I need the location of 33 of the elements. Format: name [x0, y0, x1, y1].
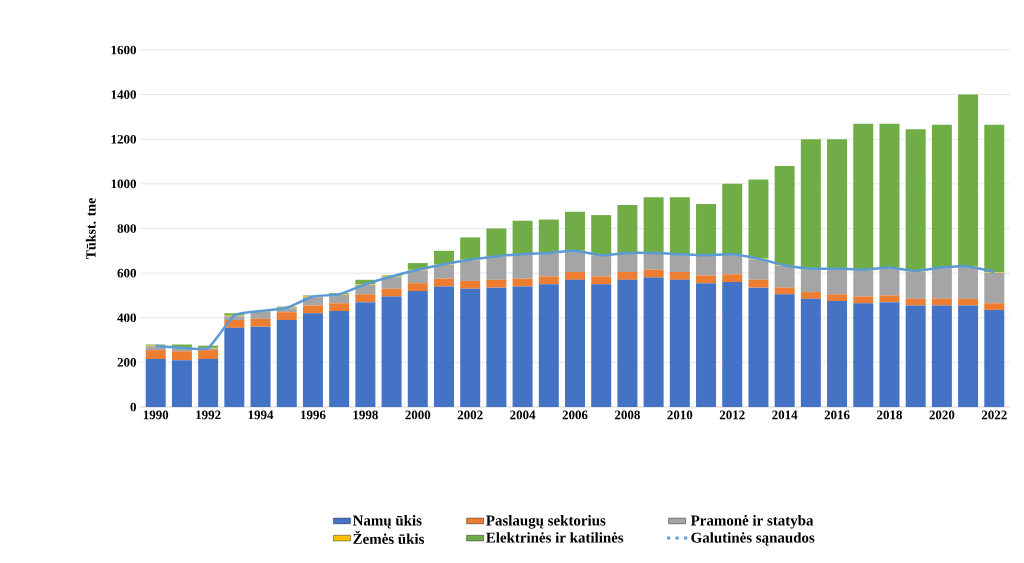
y-tick-label: 1400	[111, 90, 136, 99]
x-tick-label: 1990	[143, 410, 169, 420]
y-tick-label: 1600	[111, 45, 136, 55]
y-tick-label: 600	[117, 268, 136, 278]
legend-label: Pramonė ir statyba	[690, 515, 814, 529]
x-tick-label: 1994	[248, 410, 274, 420]
legend-label: Paslaugų sektorius	[486, 515, 606, 529]
y-tick-label: 200	[117, 358, 136, 367]
y-axis-title: Tūkst. tne	[85, 198, 96, 260]
x-tick-label: 2004	[510, 410, 536, 420]
x-tick-label: 2018	[877, 410, 902, 420]
x-tick-label: 2014	[772, 410, 798, 420]
y-tick-label: 400	[117, 313, 136, 323]
x-tick-label: 2000	[405, 410, 431, 420]
x-tick-label: 1996	[301, 410, 326, 420]
x-tick-label: 1992	[196, 410, 221, 420]
x-tick-label: 2010	[667, 410, 693, 420]
x-tick-label: 2012	[719, 410, 745, 420]
legend-label: Elektrinės ir katilinės	[486, 532, 624, 543]
legend-label: Namų ūkis	[352, 515, 422, 529]
x-tick-label: 2006	[562, 410, 588, 420]
x-tick-label: 2008	[615, 410, 640, 420]
x-tick-label: 1998	[353, 410, 378, 420]
x-tick-label: 2002	[457, 410, 483, 420]
x-tick-label: 2016	[824, 410, 850, 420]
y-tick-label: 1000	[111, 179, 136, 189]
legend-label: Žemės ūkis	[353, 530, 425, 545]
legend-label: Galutinės sąnaudos	[691, 532, 815, 546]
x-tick-label: 2020	[929, 410, 955, 420]
y-tick-label: 0	[130, 402, 136, 412]
y-tick-label: 1200	[111, 134, 136, 144]
y-tick-label: 800	[117, 224, 136, 233]
x-tick-label: 2022	[981, 410, 1007, 420]
